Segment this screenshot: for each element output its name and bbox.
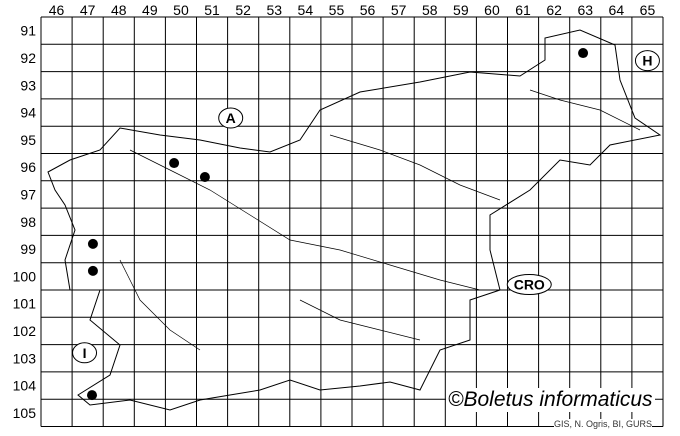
source-text: GIS, N. Ogris, BI, GURS [554,419,653,429]
row-label: 101 [13,296,37,312]
column-label: 61 [515,2,531,18]
country-label-oval [634,50,660,72]
column-label: 56 [360,2,376,18]
column-label: 62 [546,2,562,18]
column-label: 57 [391,2,407,18]
row-label: 104 [13,378,37,394]
row-label: 92 [20,50,36,66]
country-labels: A H CRO I [72,50,660,364]
country-label: I [83,345,87,361]
row-label: 95 [20,132,36,148]
record-points [87,48,589,401]
column-label: 51 [204,2,220,18]
record-dot [169,158,180,169]
country-label-oval [72,342,98,364]
column-label: 49 [142,2,158,18]
country-label: CRO [514,277,545,293]
row-label: 103 [13,350,37,366]
record-dot [199,171,210,182]
row-label: 98 [20,214,36,230]
row-labels: 91 92 93 94 95 96 97 98 99 100 101 102 103 104 105 [13,23,37,421]
column-label: 64 [609,2,625,18]
country-label-oval [218,107,244,129]
column-label: 48 [111,2,127,18]
row-label: 96 [20,159,36,175]
row-label: 93 [20,77,36,93]
rivers [119,89,641,351]
column-label: 53 [266,2,282,18]
row-label: 94 [20,105,36,121]
column-label: 54 [298,2,314,18]
row-label: 105 [13,405,37,421]
country-border [47,29,662,411]
row-label: 97 [20,186,36,202]
record-dot [87,265,98,276]
column-label: 60 [484,2,500,18]
column-label: 65 [640,2,656,18]
grid [40,16,664,427]
record-dot [87,390,98,401]
column-labels: 46 47 48 49 50 51 52 53 54 55 56 57 58 59 60 61 62 63 64 65 [49,2,656,18]
column-label: 58 [422,2,438,18]
row-label: 99 [20,241,36,257]
country-label: A [226,110,236,126]
column-label: 47 [80,2,96,18]
row-label: 100 [13,268,37,284]
column-label: 46 [49,2,65,18]
column-label: 50 [173,2,189,18]
column-label: 63 [577,2,593,18]
row-label: 102 [13,323,37,339]
column-label: 52 [235,2,251,18]
row-label: 91 [20,23,36,39]
credit-text: ©Boletus informaticus [446,388,655,412]
country-label: H [642,53,652,69]
column-label: 59 [453,2,469,18]
record-dot [87,238,98,249]
record-dot [578,48,589,59]
country-label-oval [506,274,552,296]
column-label: 55 [329,2,345,18]
